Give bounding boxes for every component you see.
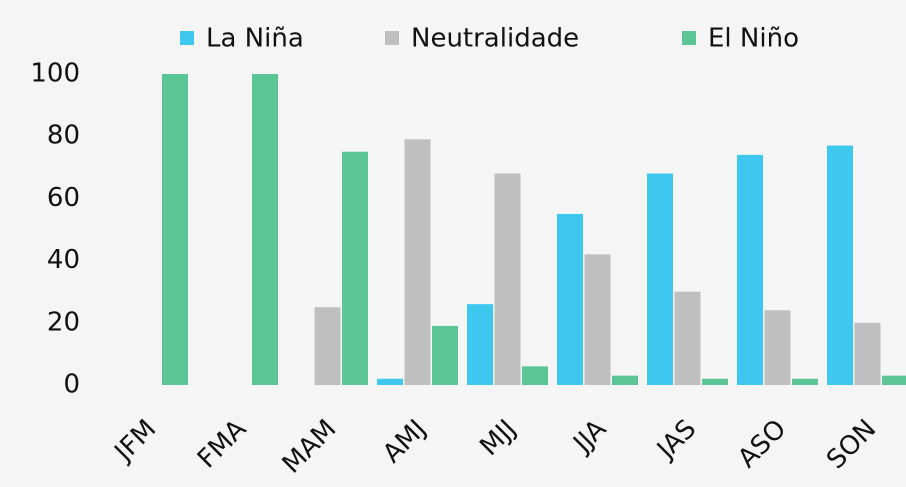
bar (314, 307, 341, 385)
bar (882, 375, 906, 385)
x-tick-label: MJJ (474, 414, 522, 462)
bar (494, 173, 521, 385)
y-tick-label: 80 (47, 121, 80, 151)
bar (647, 173, 673, 385)
x-tick-label: FMA (192, 414, 252, 474)
bar (612, 375, 638, 385)
bar (522, 366, 548, 385)
x-tick-label: SON (821, 414, 882, 475)
x-tick-label: JFM (108, 414, 162, 468)
y-tick-label: 0 (63, 370, 80, 400)
bar (252, 74, 278, 385)
bar (557, 213, 583, 385)
bar (792, 378, 818, 385)
legend-swatch (682, 31, 696, 45)
y-tick-label: 20 (47, 307, 80, 337)
bar (764, 310, 791, 385)
legend-label: El Niño (708, 24, 799, 54)
legend-swatch (180, 31, 194, 45)
x-tick-label: MAM (277, 414, 343, 480)
legend-swatch (385, 31, 399, 45)
bar (854, 322, 881, 385)
y-tick-label: 60 (47, 183, 80, 213)
bar (377, 378, 403, 385)
bar (432, 325, 458, 385)
x-tick-label: ASO (732, 414, 792, 474)
bar (737, 154, 763, 385)
y-tick-label: 40 (47, 245, 80, 275)
bar (584, 254, 611, 385)
bar (162, 74, 188, 385)
bar (827, 145, 853, 385)
x-tick-label: AMJ (377, 414, 432, 469)
x-tick-label: JAS (650, 414, 702, 466)
bar (467, 304, 493, 385)
bar (404, 139, 431, 385)
legend-label: Neutralidade (411, 24, 579, 54)
bar (674, 291, 701, 385)
x-tick-label: JJA (567, 414, 613, 460)
legend-label: La Niña (206, 24, 304, 54)
bar (342, 151, 368, 385)
y-tick-label: 100 (30, 59, 80, 89)
bar (702, 378, 728, 385)
